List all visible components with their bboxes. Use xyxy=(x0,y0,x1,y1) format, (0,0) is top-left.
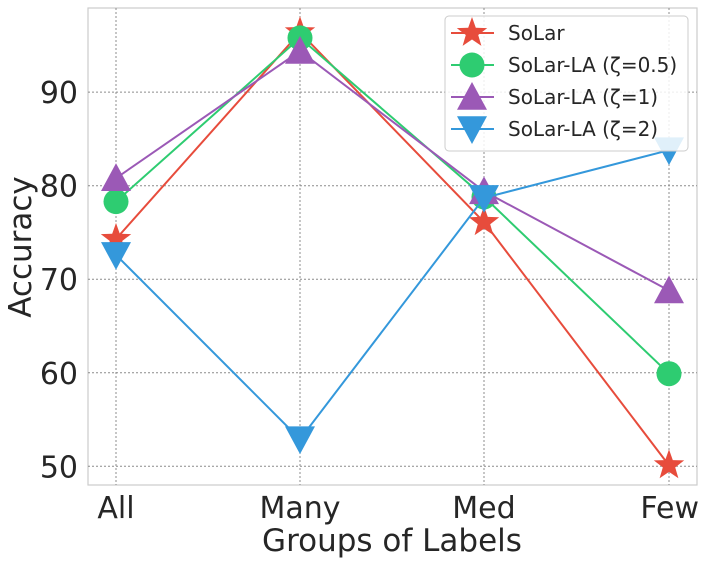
data-point-marker xyxy=(654,275,684,304)
legend-label: SoLar-LA (ζ=1) xyxy=(508,85,658,109)
x-axis-label: Groups of Labels xyxy=(262,523,522,559)
legend-label: SoLar xyxy=(508,21,565,45)
legend-marker xyxy=(459,52,485,78)
grid-lines xyxy=(88,8,697,485)
x-tick-label: All xyxy=(97,491,134,526)
x-tick-label: Few xyxy=(640,491,699,526)
series-line xyxy=(115,49,670,292)
series-line xyxy=(115,30,670,467)
data-point-marker xyxy=(653,449,685,479)
data-point-marker xyxy=(101,163,131,191)
data-point-marker xyxy=(468,206,500,236)
legend-marker xyxy=(457,82,487,110)
legend-box xyxy=(444,15,689,152)
legend-label: SoLar-LA (ζ=0.5) xyxy=(508,53,677,77)
y-tick-label: 90 xyxy=(40,76,78,111)
y-tick-labels: 50 60 70 80 90 xyxy=(40,76,78,485)
y-axis-label: Accuracy xyxy=(3,176,39,318)
series-line xyxy=(115,149,670,441)
y-tick-label: 50 xyxy=(40,450,78,485)
legend-marker xyxy=(457,116,487,144)
legend-entry: SoLar-LA (ζ=1) xyxy=(451,82,658,110)
y-tick-label: 80 xyxy=(40,170,78,205)
legend-entry: SoLar-LA (ζ=2) xyxy=(451,116,658,144)
data-point-marker xyxy=(656,361,682,387)
legend: SoLar SoLar-LA (ζ=0.5) SoLar-LA (ζ=1) SoLar… xyxy=(444,15,689,152)
data-point-marker xyxy=(103,189,129,215)
data-point-marker xyxy=(101,242,131,270)
y-tick-label: 70 xyxy=(40,263,78,298)
data-point-marker xyxy=(469,185,499,213)
legend-entry: SoLar xyxy=(451,17,565,46)
data-point-marker xyxy=(285,36,315,64)
data-point-marker xyxy=(100,223,132,252)
legend-marker xyxy=(456,17,488,46)
y-tick-label: 60 xyxy=(40,357,78,392)
x-tick-labels: All Many Med Few xyxy=(97,491,699,526)
legend-entry: SoLar-LA (ζ=0.5) xyxy=(451,52,677,78)
legend-label: SoLar-LA (ζ=2) xyxy=(508,117,658,141)
x-tick-label: Med xyxy=(452,491,515,526)
data-point-marker xyxy=(285,426,315,455)
x-tick-label: Many xyxy=(259,491,340,526)
series-line xyxy=(115,36,670,375)
